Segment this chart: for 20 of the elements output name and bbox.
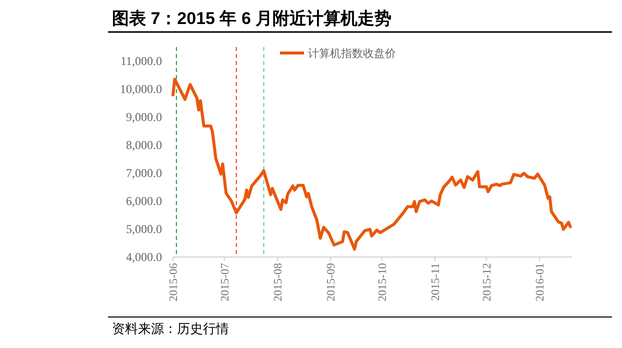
y-tick-label: 10,000.0 <box>120 82 162 96</box>
x-tick-label: 2015-11 <box>430 262 442 301</box>
x-tick-label: 2015-06 <box>168 262 180 302</box>
x-tick-label: 2015-07 <box>219 262 232 302</box>
y-tick-label: 8,000.0 <box>126 138 162 152</box>
x-tick-label: 2015-09 <box>326 262 338 302</box>
x-tick-label: 2015-08 <box>272 262 284 302</box>
y-tick-label: 6,000.0 <box>126 194 162 208</box>
y-tick-label: 11,000.0 <box>120 54 162 68</box>
line-series <box>172 78 572 251</box>
x-tick-label: 2016-01 <box>534 262 546 302</box>
y-tick-label: 9,000.0 <box>126 110 162 124</box>
legend-label: 计算机指数收盘价 <box>308 47 396 60</box>
y-tick-label: 5,000.0 <box>126 222 162 236</box>
x-tick-label: 2015-12 <box>481 262 494 302</box>
x-tick-label: 2015-10 <box>376 262 389 302</box>
text: 资料来源：历史行情 <box>112 322 229 337</box>
y-tick-label: 7,000.0 <box>126 166 162 180</box>
y-tick-label: 4,000.0 <box>126 250 162 264</box>
chart-title: 图表 7：2015 年 6 月附近计算机走势 <box>112 9 392 28</box>
